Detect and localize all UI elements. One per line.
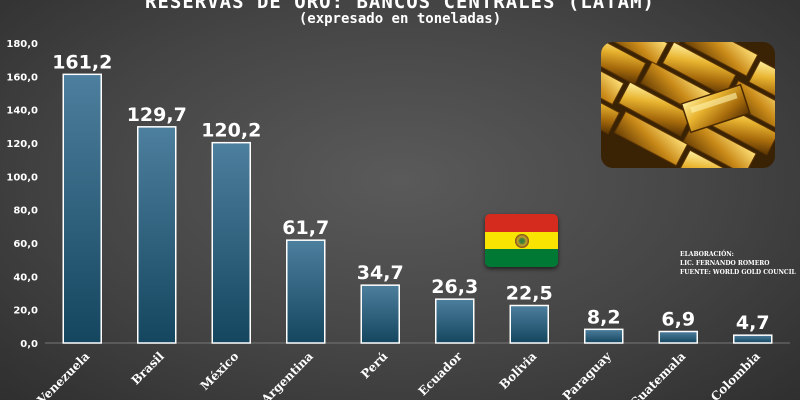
x-tick-label: Ecuador <box>416 349 466 399</box>
value-labels-group: 161,2 129,7 120,2 61,7 34,7 26,3 22,5 8,2 6,9 4,7 <box>52 51 769 334</box>
flag-coat-of-arms <box>514 233 529 248</box>
y-tick-label: 120,0 <box>6 139 38 150</box>
x-tick-label: Brasil <box>129 349 168 388</box>
x-tick-label: Bolivia <box>497 349 540 392</box>
gold-bars-photo <box>601 42 775 168</box>
value-label: 34,7 <box>357 262 404 284</box>
value-label: 161,2 <box>52 51 112 73</box>
flag-green-band <box>485 249 558 267</box>
y-tick-label: 40,0 <box>13 272 38 283</box>
value-label: 61,7 <box>282 217 329 239</box>
x-tick-label: Guatemala <box>627 349 688 400</box>
bars-group <box>62 73 773 344</box>
flag-red-band <box>485 214 558 232</box>
x-tick-label: México <box>198 349 242 393</box>
credits-line-3: FUENTE: WORLD GOLD COUNCIL <box>680 269 796 276</box>
bar-ecuador <box>435 298 475 344</box>
bar-paraguay <box>584 328 624 344</box>
y-tick-label: 60,0 <box>13 239 38 250</box>
bolivia-flag <box>485 214 558 267</box>
y-tick-label: 180,0 <box>6 39 38 50</box>
credits-block: ELABORACIÓN: LIC. FERNANDO ROMERO FUENTE… <box>680 250 800 277</box>
bar-argentina <box>286 239 326 344</box>
x-tick-label: Venezuela <box>34 349 93 400</box>
value-label: 120,2 <box>201 120 261 142</box>
bar-méxico <box>211 141 251 344</box>
credits-line-1: ELABORACIÓN: <box>680 251 734 258</box>
bar-brasil <box>137 126 177 344</box>
y-tick-label: 100,0 <box>6 172 38 183</box>
x-tick-label: Colombia <box>708 349 763 400</box>
bar-venezuela <box>62 73 102 344</box>
y-tick-label: 80,0 <box>13 206 38 217</box>
y-tick-label: 20,0 <box>13 306 38 317</box>
bar-perú <box>360 284 400 344</box>
x-tick-label: Argentina <box>258 349 316 400</box>
x-axis-labels-group: Venezuela Brasil México Argentina Perú Ecuado… <box>34 348 763 400</box>
bar-guatemala <box>658 330 698 344</box>
x-tick-label: Perú <box>358 349 390 381</box>
chart-title: RESERVAS DE ORO: BANCOS CENTRALES (LATAM… <box>145 0 655 13</box>
value-label: 129,7 <box>127 104 187 126</box>
y-tick-label: 160,0 <box>6 72 38 83</box>
value-label: 6,9 <box>661 309 695 331</box>
x-tick-label: Paraguay <box>560 348 615 400</box>
chart-subtitle: (expresado en toneladas) <box>298 11 502 27</box>
value-label: 26,3 <box>431 276 478 298</box>
y-tick-label: 140,0 <box>6 106 38 117</box>
bar-bolivia <box>509 304 549 344</box>
credits-line-2: LIC. FERNANDO ROMERO <box>680 260 770 267</box>
bar-colombia <box>733 334 773 344</box>
value-label: 8,2 <box>587 306 621 328</box>
value-label: 22,5 <box>506 283 553 305</box>
y-tick-label: 0,0 <box>20 339 38 350</box>
value-label: 4,7 <box>736 312 770 334</box>
